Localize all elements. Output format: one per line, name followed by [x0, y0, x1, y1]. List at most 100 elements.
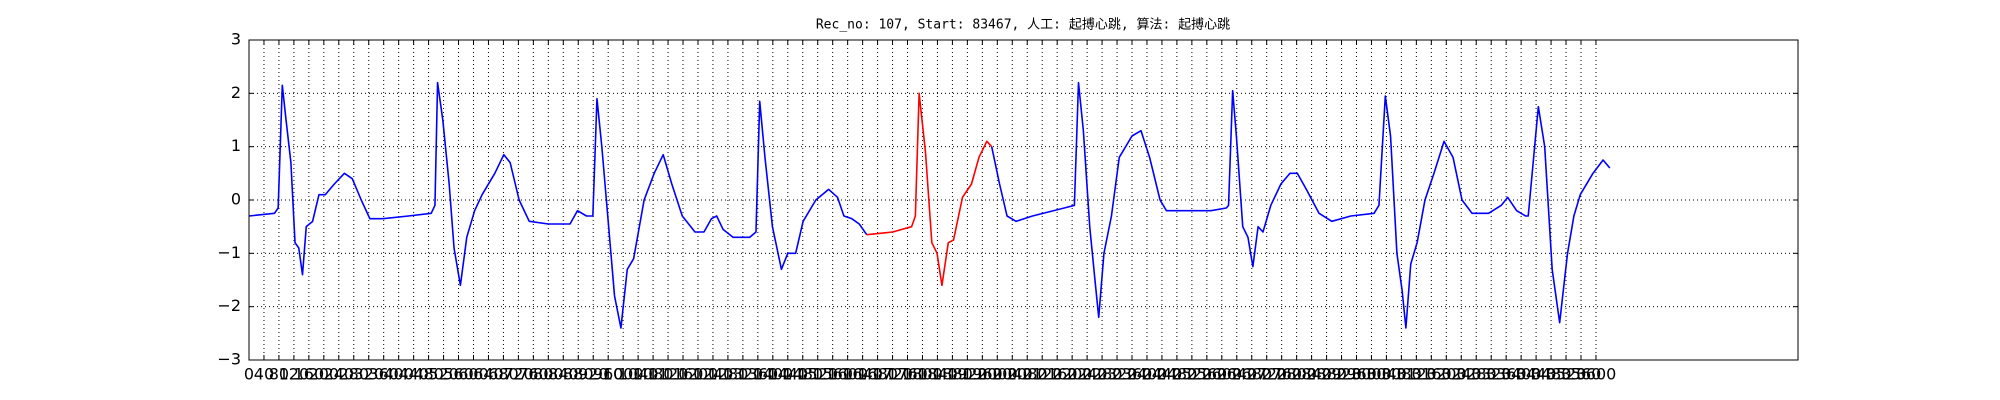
- x-tick-label: 2840: [1291, 365, 1332, 384]
- y-tick-label: 1: [231, 136, 241, 155]
- ecg-line: [866, 92, 993, 287]
- x-tick-label: 3480: [1531, 365, 1572, 384]
- x-tick-label: 2040: [992, 365, 1033, 384]
- x-tick-label: 840: [548, 365, 579, 384]
- x-tick-label: 800: [533, 365, 564, 384]
- x-tick-label: 3120: [1396, 365, 1437, 384]
- x-tick-label: 960: [593, 365, 624, 384]
- x-tick-label: 1880: [932, 365, 973, 384]
- x-tick-label: 2960: [1336, 365, 1377, 384]
- y-tick-label: −1: [217, 243, 241, 262]
- x-tick-label: 3240: [1441, 365, 1482, 384]
- x-tick-label: 520: [428, 365, 459, 384]
- x-tick-label: 1600: [827, 365, 868, 384]
- x-tick-label: 1240: [693, 365, 734, 384]
- x-tick-label: 1120: [648, 365, 689, 384]
- y-tick-label: 2: [231, 83, 241, 102]
- x-tick-label: 600: [458, 365, 489, 384]
- x-tick-label: 1840: [917, 365, 958, 384]
- x-tick-label: 1920: [947, 365, 988, 384]
- x-tick-label: 1320: [723, 365, 764, 384]
- x-tick-label: 2080: [1007, 365, 1048, 384]
- x-tick-label: 3200: [1426, 365, 1467, 384]
- x-tick-label: 640: [473, 365, 504, 384]
- x-tick-label: 880: [563, 365, 594, 384]
- x-tick-label: 720: [503, 365, 534, 384]
- x-tick-label: 2600: [1201, 365, 1242, 384]
- x-tick-label: 1480: [782, 365, 823, 384]
- x-tick-label: 0: [244, 365, 254, 384]
- x-tick-label: 1400: [752, 365, 793, 384]
- x-tick-label: 2120: [1022, 365, 1063, 384]
- x-tick-label: 320: [353, 365, 384, 384]
- x-tick-label: 3600: [1576, 365, 1617, 384]
- x-tick-label: 2240: [1067, 365, 1108, 384]
- x-tick-label: 2800: [1276, 365, 1317, 384]
- x-tick-label: 3320: [1471, 365, 1512, 384]
- x-tick-label: 2440: [1142, 365, 1183, 384]
- x-tick-label: 2680: [1231, 365, 1272, 384]
- x-tick-label: 480: [413, 365, 444, 384]
- x-tick-label: 2320: [1097, 365, 1138, 384]
- x-tick-label: 1280: [708, 365, 749, 384]
- x-tick-label: 440: [398, 365, 429, 384]
- x-tick-label: 360: [368, 365, 399, 384]
- x-tick-label: 2200: [1052, 365, 1093, 384]
- x-tick-label: 240: [324, 365, 355, 384]
- x-tick-label: 2560: [1186, 365, 1227, 384]
- x-tick-label: 1200: [678, 365, 719, 384]
- x-tick-label: 2000: [977, 365, 1018, 384]
- x-tick-label: 1520: [797, 365, 838, 384]
- x-tick-label: 3000: [1351, 365, 1392, 384]
- x-tick-label: 3560: [1561, 365, 1602, 384]
- ecg-line: [990, 81, 1611, 329]
- x-tick-label: 2520: [1172, 365, 1213, 384]
- y-tick-label: −2: [217, 296, 241, 315]
- x-tick-label: 160: [294, 365, 325, 384]
- x-tick-label: 120: [279, 365, 310, 384]
- x-tick-label: 1800: [902, 365, 943, 384]
- ecg-line: [248, 81, 868, 329]
- x-tick-label: 2360: [1112, 365, 1153, 384]
- x-tick-label: 1360: [737, 365, 778, 384]
- x-tick-label: 3160: [1411, 365, 1452, 384]
- x-tick-label: 1640: [842, 365, 883, 384]
- chart-title: Rec_no: 107, Start: 83467, 人工: 起搏心跳, 算法:…: [816, 17, 1230, 33]
- x-tick-label: 2280: [1082, 365, 1123, 384]
- x-tick-label: 680: [488, 365, 519, 384]
- x-tick-label: 1000: [603, 365, 644, 384]
- y-tick-label: −3: [217, 350, 241, 369]
- y-tick-label: 0: [231, 190, 241, 209]
- x-tick-label: 400: [383, 365, 414, 384]
- x-tick-label: 3440: [1516, 365, 1557, 384]
- x-tick-label: 1680: [857, 365, 898, 384]
- x-tick-label: 2400: [1127, 365, 1168, 384]
- x-tick-label: 2880: [1306, 365, 1347, 384]
- x-tick-label: 2920: [1321, 365, 1362, 384]
- x-tick-label: 1960: [962, 365, 1003, 384]
- x-tick-label: 3040: [1366, 365, 1407, 384]
- x-tick-label: 3520: [1546, 365, 1587, 384]
- x-tick-label: 1560: [812, 365, 853, 384]
- x-tick-label: 40: [254, 365, 274, 384]
- x-tick-label: 920: [578, 365, 609, 384]
- x-tick-label: 280: [338, 365, 369, 384]
- x-tick-label: 1160: [663, 365, 704, 384]
- x-tick-label: 3400: [1501, 365, 1542, 384]
- x-tick-label: 2720: [1246, 365, 1287, 384]
- x-tick-label: 200: [309, 365, 340, 384]
- x-tick-label: 1040: [618, 365, 659, 384]
- x-tick-label: 2640: [1216, 365, 1257, 384]
- x-tick-label: 560: [443, 365, 474, 384]
- x-tick-label: 2480: [1157, 365, 1198, 384]
- x-tick-label: 1440: [767, 365, 808, 384]
- x-tick-label: 1760: [887, 365, 928, 384]
- x-tick-label: 80: [269, 365, 289, 384]
- x-tick-label: 3080: [1381, 365, 1422, 384]
- x-tick-label: 3360: [1486, 365, 1527, 384]
- plot-frame: [248, 39, 1799, 361]
- y-tick-label: 3: [231, 30, 241, 49]
- x-tick-label: 1080: [633, 365, 674, 384]
- x-tick-label: 760: [518, 365, 549, 384]
